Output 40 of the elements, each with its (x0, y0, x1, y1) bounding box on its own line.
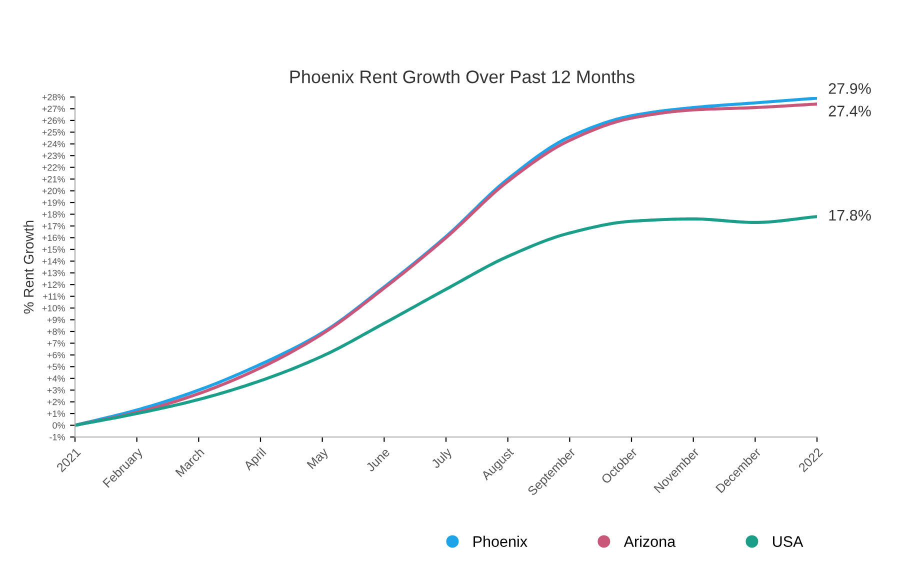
y-tick-label: -1% (50, 434, 65, 440)
data-label: 17.8% (829, 210, 871, 221)
y-tick-label: +4% (47, 375, 65, 382)
legend-label: USA (773, 536, 804, 547)
y-tick-label: +16% (42, 234, 65, 242)
y-tick-label: +21% (42, 176, 65, 182)
y-tick-label: +15% (42, 246, 65, 253)
y-tick-label: +20% (42, 188, 65, 194)
legend-label: Arizona (624, 536, 676, 547)
y-tick-label: +12% (42, 282, 65, 288)
legend-label: Phoenix (474, 536, 528, 547)
y-tick-label: +9% (47, 316, 65, 324)
y-tick-label: +14% (42, 258, 65, 264)
y-tick-label: +28% (42, 94, 65, 100)
y-tick-label: +2% (47, 398, 65, 406)
y-tick-label: +24% (42, 140, 65, 148)
y-tick-label: +3% (47, 387, 65, 394)
data-label: 27.9% (828, 83, 871, 94)
y-tick-label: +8% (47, 328, 65, 335)
y-tick-label: +27% (42, 106, 65, 112)
data-label: 27.4% (828, 106, 871, 116)
y-tick-label: +18% (42, 211, 65, 218)
y-tick-label: +7% (47, 340, 65, 347)
y-tick-label: +26% (42, 117, 65, 124)
y-tick-label: +5% (47, 364, 65, 370)
y-tick-label: +6% (47, 352, 65, 358)
y-tick-label: +13% (42, 270, 65, 276)
y-axis-title: % Rent Growth (23, 220, 34, 314)
x-tick-label: May (306, 447, 331, 471)
y-tick-label: +19% (42, 199, 65, 206)
y-tick-label: +25% (42, 129, 65, 136)
y-tick-label: +1% (47, 410, 65, 417)
y-tick-label: +11% (43, 293, 65, 300)
y-tick-label: 0% (52, 422, 65, 429)
x-tick-label: July (430, 446, 454, 471)
y-tick-label: +17% (42, 222, 65, 230)
y-tick-label: +23% (42, 152, 65, 159)
y-tick-label: +10% (42, 305, 65, 312)
y-tick-label: +22% (42, 164, 65, 171)
chart-title: Phoenix Rent Growth Over Past 12 Months (290, 70, 634, 84)
